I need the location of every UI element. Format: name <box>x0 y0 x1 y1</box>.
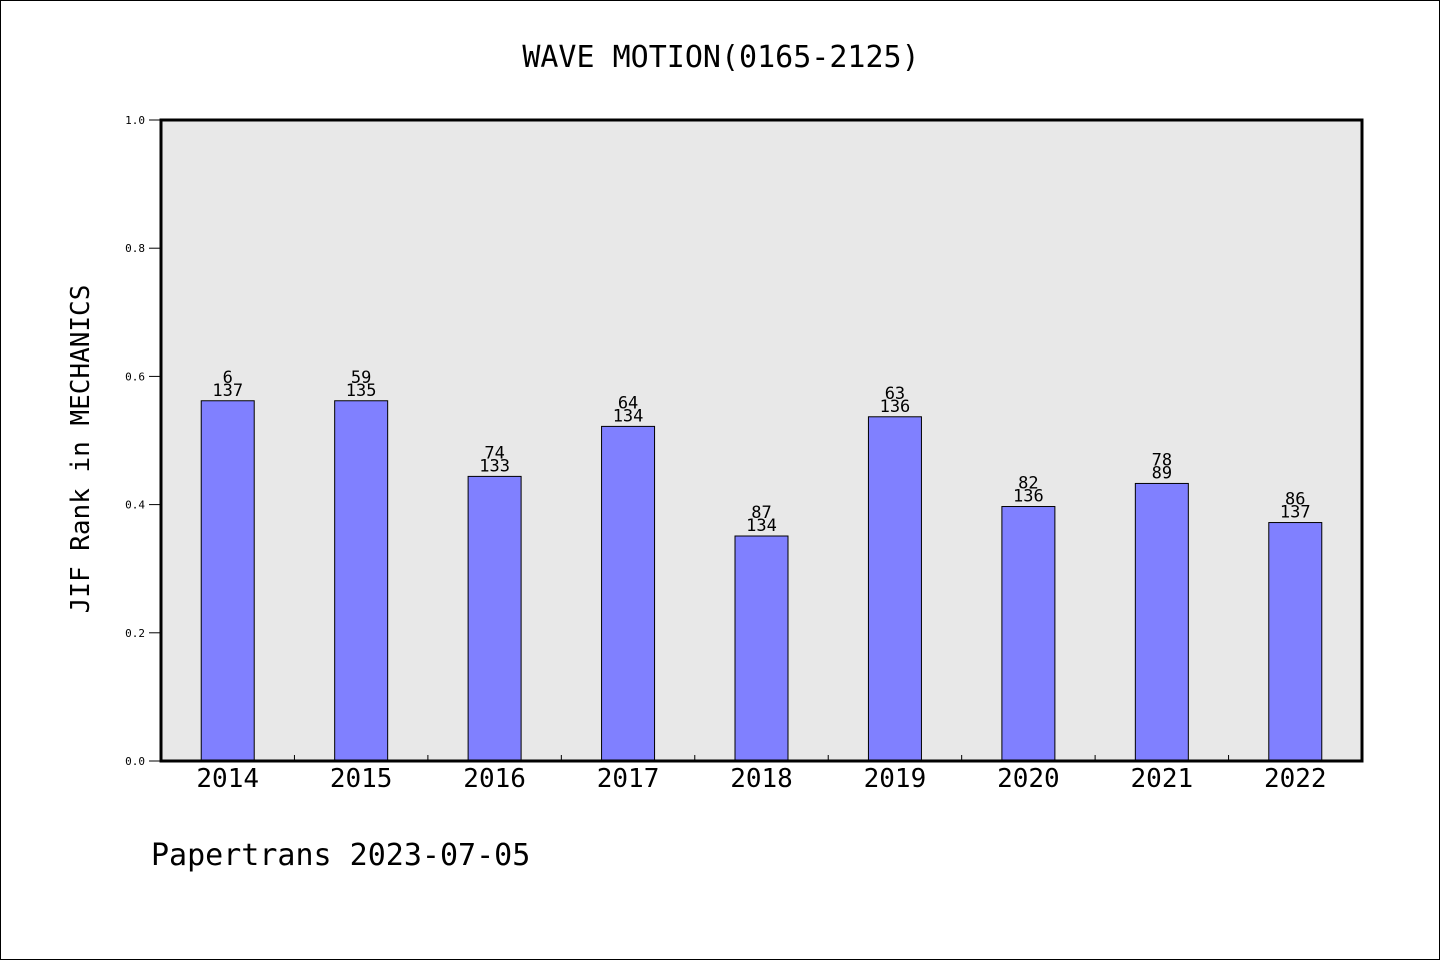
x-tick-label: 2017 <box>597 764 660 794</box>
bar-2021 <box>1134 482 1189 762</box>
total-label: 135 <box>346 381 377 401</box>
total-label: 133 <box>479 456 510 476</box>
x-tick-label: 2015 <box>330 764 393 794</box>
rank-label: 82 <box>1018 474 1038 494</box>
rank-label: 64 <box>618 393 638 413</box>
bar-2017 <box>601 425 656 762</box>
bar-2019 <box>867 416 922 762</box>
x-tick-label: 2014 <box>196 764 259 794</box>
y-tick-label: 0.4 <box>125 499 145 512</box>
bar-2020 <box>1001 506 1056 762</box>
bar-2014 <box>200 400 255 762</box>
total-label: 134 <box>613 406 644 426</box>
x-tick-label: 2018 <box>730 764 793 794</box>
total-label: 134 <box>746 516 777 536</box>
y-tick-label: 0.8 <box>125 242 145 255</box>
rank-label: 86 <box>1285 490 1305 510</box>
bars-group <box>200 400 1323 762</box>
x-tick-label: 2021 <box>1131 764 1194 794</box>
rank-label: 59 <box>351 368 371 388</box>
bar-2018 <box>734 535 789 762</box>
plot-border <box>159 118 1364 763</box>
y-axis-label: JIF Rank in MECHANICS <box>66 285 96 614</box>
y-tick-label: 0.6 <box>125 370 145 383</box>
bar-2015 <box>334 400 389 762</box>
total-label: 137 <box>1280 503 1311 523</box>
rank-label: 87 <box>751 503 771 523</box>
chart-title: WAVE MOTION(0165-2125) <box>522 40 919 75</box>
total-label: 137 <box>212 381 243 401</box>
rank-label: 6 <box>223 368 233 388</box>
y-tick-label: 0.0 <box>125 755 145 768</box>
x-tick-label: 2022 <box>1264 764 1327 794</box>
x-tick-label: 2020 <box>997 764 1060 794</box>
x-tick-label: 2019 <box>864 764 927 794</box>
footer-credit: Papertrans 2023-07-05 <box>151 838 530 873</box>
rank-label: 74 <box>484 443 504 463</box>
total-label: 89 <box>1152 463 1172 483</box>
y-tick-label: 1.0 <box>125 114 145 127</box>
x-tick-label: 2016 <box>463 764 526 794</box>
y-tick-label: 0.2 <box>125 627 145 640</box>
rank-label: 78 <box>1152 450 1172 470</box>
bar-2022 <box>1268 522 1323 762</box>
total-label: 136 <box>880 397 911 417</box>
bar-2016 <box>467 475 522 762</box>
rank-label: 63 <box>885 384 905 404</box>
total-label: 136 <box>1013 487 1044 507</box>
data-labels-group: 6137201459135201574133201664134201787134… <box>196 368 1326 794</box>
